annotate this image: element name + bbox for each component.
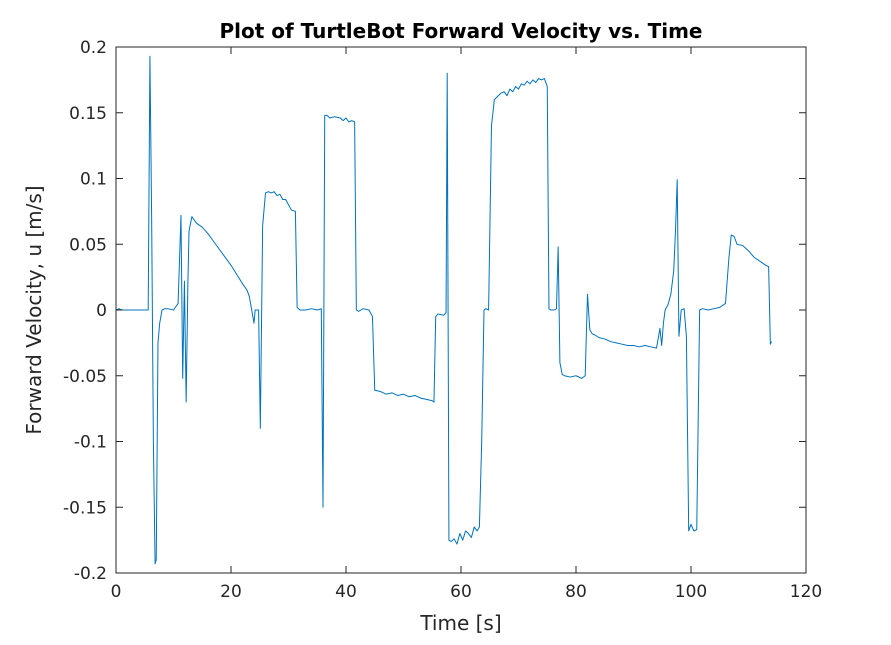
y-tick-label: 0.1	[80, 170, 107, 190]
x-tick-label: 80	[565, 582, 587, 602]
data-layer	[115, 55, 772, 565]
y-tick-label: -0.1	[74, 433, 107, 453]
x-tick-label: 40	[335, 582, 357, 602]
y-tick-label: -0.2	[74, 564, 107, 584]
plot-frame	[115, 46, 807, 574]
x-tick-label: 120	[790, 582, 822, 602]
x-tick-label: 20	[220, 582, 242, 602]
chart-title: Plot of TurtleBot Forward Velocity vs. T…	[219, 19, 702, 43]
y-axis-label: Forward Velocity, u [m/s]	[22, 185, 46, 434]
y-tick-label: -0.05	[63, 367, 107, 387]
velocity-series-line	[115, 55, 772, 565]
x-tick-label: 0	[111, 582, 122, 602]
y-tick-label: 0	[96, 301, 107, 321]
plot-area	[116, 47, 806, 573]
x-tick-label: 60	[450, 582, 472, 602]
y-tick-label: -0.15	[63, 498, 107, 518]
x-tick-label: 100	[675, 582, 707, 602]
y-tick-label: 0.05	[69, 235, 107, 255]
x-axis-label: Time [s]	[419, 611, 501, 635]
y-tick-label: 0.2	[80, 38, 107, 58]
y-tick-label: 0.15	[69, 104, 107, 124]
tick-layer: 0 20 40 60 80 100 120 -0.2 -0.15 -0.1 -0.05 0 0.05 0.…	[63, 38, 822, 602]
